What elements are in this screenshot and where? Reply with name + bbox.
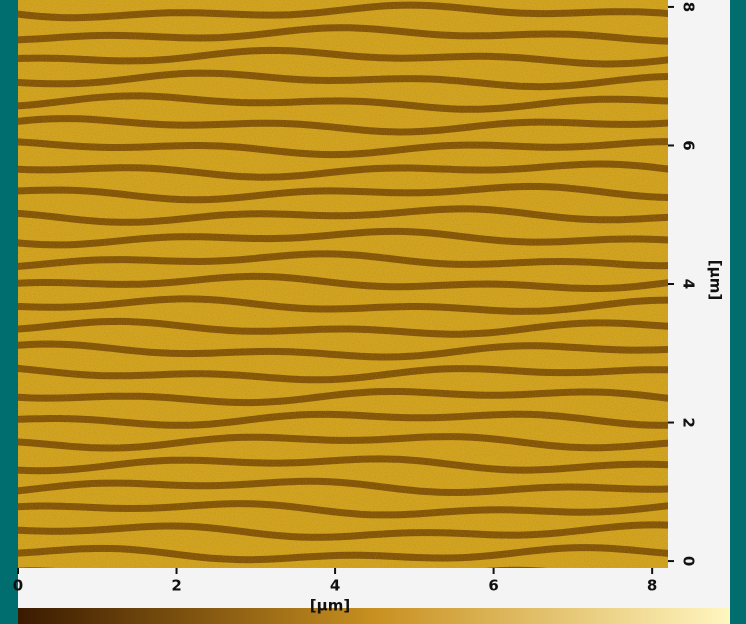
y-tick-label: 0: [680, 556, 698, 566]
x-tick-label: 8: [647, 577, 657, 595]
y-tick-label: 2: [680, 417, 698, 427]
y-axis-label: [μm]: [707, 260, 725, 300]
y-tick-label: 4: [680, 279, 698, 289]
afm-figure: [μm] [μm] 0 2 4 6 8 0 2 4 6 8: [0, 0, 746, 624]
afm-image: [10, 0, 680, 604]
axis-strip: [668, 0, 730, 608]
color-bar: [18, 608, 730, 624]
x-tick-label: 0: [13, 577, 23, 595]
x-tick-label: 6: [488, 577, 498, 595]
axis-strip: [18, 568, 730, 608]
x-tick-label: 2: [171, 577, 181, 595]
y-tick-label: 6: [680, 140, 698, 150]
x-tick-label: 4: [330, 577, 340, 595]
x-axis-label: [μm]: [310, 597, 350, 615]
y-tick-label: 8: [680, 2, 698, 12]
page: [μm] [μm] 0246802468 (() => { const data…: [0, 0, 746, 624]
